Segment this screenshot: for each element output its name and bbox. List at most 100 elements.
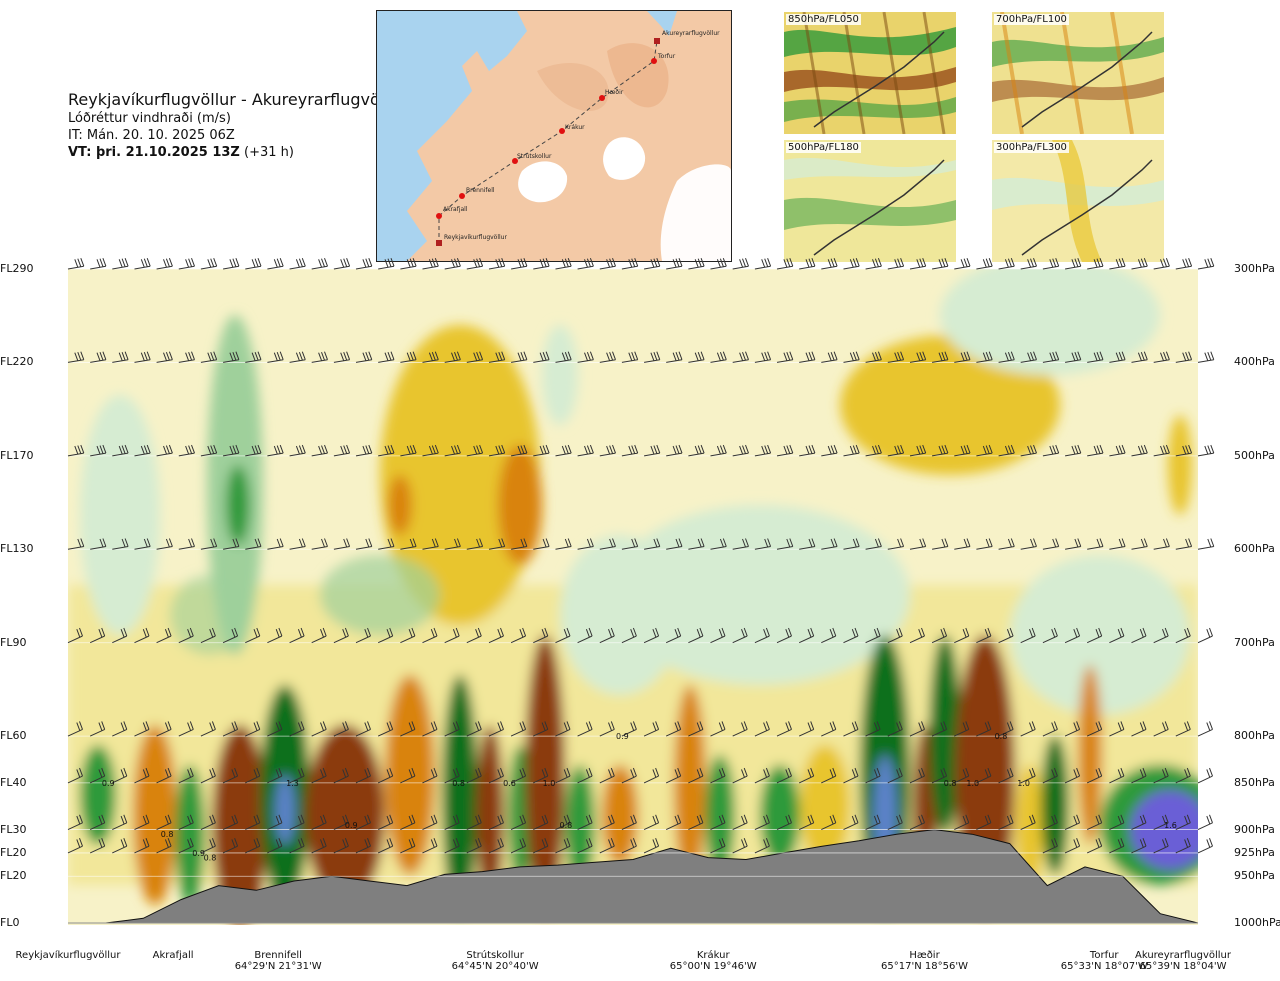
wind-barb <box>289 258 306 270</box>
wind-barb <box>178 721 194 737</box>
marker-haedir <box>599 95 605 101</box>
wind-barb <box>156 838 172 854</box>
wind-barb <box>400 838 416 854</box>
wind-barb <box>289 767 305 784</box>
wind-barb <box>89 767 106 784</box>
wind-barb <box>400 627 416 644</box>
wind-barb <box>754 351 772 363</box>
wind-barb <box>843 767 859 784</box>
wind-barb <box>1087 258 1104 270</box>
wind-barb <box>799 258 816 270</box>
wind-barb <box>511 351 528 363</box>
wind-barb <box>378 258 395 270</box>
pressure-level-label: 700hPa <box>1234 635 1275 649</box>
wind-barb <box>311 627 327 644</box>
wind-barb <box>67 258 85 270</box>
wind-barb <box>1109 444 1126 457</box>
value-annotation: 1.0 <box>966 779 979 788</box>
wind-barb <box>311 351 328 363</box>
marker-brennifell <box>459 193 465 199</box>
wind-barb <box>665 627 682 644</box>
wind-barb <box>1175 627 1191 644</box>
wind-barb <box>1087 538 1104 550</box>
wind-barb <box>1131 838 1147 854</box>
wind-barb <box>311 258 328 270</box>
wind-barb <box>710 258 727 270</box>
valid-time-lead: (+31 h) <box>239 145 294 160</box>
wind-barb <box>245 258 262 270</box>
wind-barb <box>510 838 527 854</box>
wind-barb <box>710 444 727 457</box>
wind-barb <box>954 538 971 550</box>
wind-barb <box>843 538 860 550</box>
wind-barb <box>289 444 306 457</box>
wind-barb <box>1175 444 1193 457</box>
wind-barb <box>909 351 927 363</box>
wind-barb <box>377 627 394 644</box>
chart-title: Reykjavíkurflugvöllur - Akureyrarflugvöl… <box>68 90 406 109</box>
wind-barb <box>488 721 504 737</box>
wind-barb <box>976 814 992 831</box>
wind-barb <box>555 444 572 457</box>
wind-barb <box>89 721 106 737</box>
wind-barb <box>112 538 129 550</box>
wind-barb <box>90 258 107 270</box>
wind-barb <box>621 444 639 457</box>
wind-barb <box>200 814 216 831</box>
wind-barb <box>599 258 616 270</box>
wind-barb <box>533 444 550 457</box>
wind-barb <box>444 627 460 644</box>
wind-barb <box>954 444 971 457</box>
wind-barb <box>178 538 195 550</box>
value-annotation: 1.0 <box>1017 779 1030 788</box>
wind-barb <box>488 838 504 854</box>
wind-barb <box>1042 767 1058 784</box>
wind-barb <box>821 351 838 363</box>
wind-barb <box>865 444 882 457</box>
wind-barb <box>422 767 438 784</box>
value-annotation: 0.8 <box>161 830 174 839</box>
wind-barb <box>533 721 549 737</box>
wind-barb <box>1042 538 1060 550</box>
wind-barb <box>688 538 705 550</box>
route-place-label: Hæðir 65°17'N 18°56'W <box>881 950 968 972</box>
wind-barb <box>1087 444 1104 457</box>
wind-barb <box>843 258 860 270</box>
wind-barb <box>89 814 106 831</box>
wind-barb <box>355 838 371 854</box>
wind-barb <box>488 444 506 457</box>
wind-barb <box>599 444 616 457</box>
wind-barb <box>422 444 439 457</box>
wind-barb <box>333 814 349 831</box>
value-annotation: 0.8 <box>452 779 465 788</box>
wind-barb <box>909 444 927 457</box>
wind-barb <box>67 444 85 457</box>
wind-barb <box>599 814 615 831</box>
wind-barb <box>776 444 794 457</box>
wind-barb <box>510 627 527 644</box>
place-coordinates: 65°39'N 18°04'W <box>1139 961 1227 972</box>
wind-barb <box>1153 351 1170 363</box>
pressure-level-label: 900hPa <box>1234 822 1275 836</box>
wind-barb <box>776 351 794 363</box>
wind-barb <box>688 258 705 270</box>
wind-barb <box>555 767 571 784</box>
wind-barb <box>1153 538 1170 550</box>
flight-level-label: FL90 <box>0 635 27 649</box>
wind-barb <box>931 767 948 784</box>
wind-barb <box>156 258 173 270</box>
wind-barb <box>887 538 905 550</box>
wind-barb <box>887 767 903 784</box>
flight-level-label: FL170 <box>0 448 34 462</box>
wind-barb <box>245 838 261 854</box>
place-name: Brennifell <box>254 950 302 961</box>
wind-barb <box>710 767 726 784</box>
wind-barb <box>1109 721 1125 737</box>
wind-barb <box>466 627 482 644</box>
wind-barb <box>112 444 129 457</box>
wind-barb <box>90 351 107 363</box>
wind-barb <box>510 721 527 737</box>
flight-level-label: FL30 <box>0 822 27 836</box>
wind-barb <box>621 258 639 270</box>
wind-barb <box>843 444 860 457</box>
